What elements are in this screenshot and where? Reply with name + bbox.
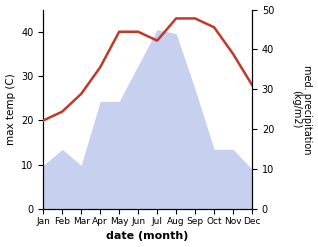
Y-axis label: med. precipitation
(kg/m2): med. precipitation (kg/m2)	[291, 65, 313, 154]
Y-axis label: max temp (C): max temp (C)	[5, 74, 16, 145]
X-axis label: date (month): date (month)	[107, 231, 189, 242]
